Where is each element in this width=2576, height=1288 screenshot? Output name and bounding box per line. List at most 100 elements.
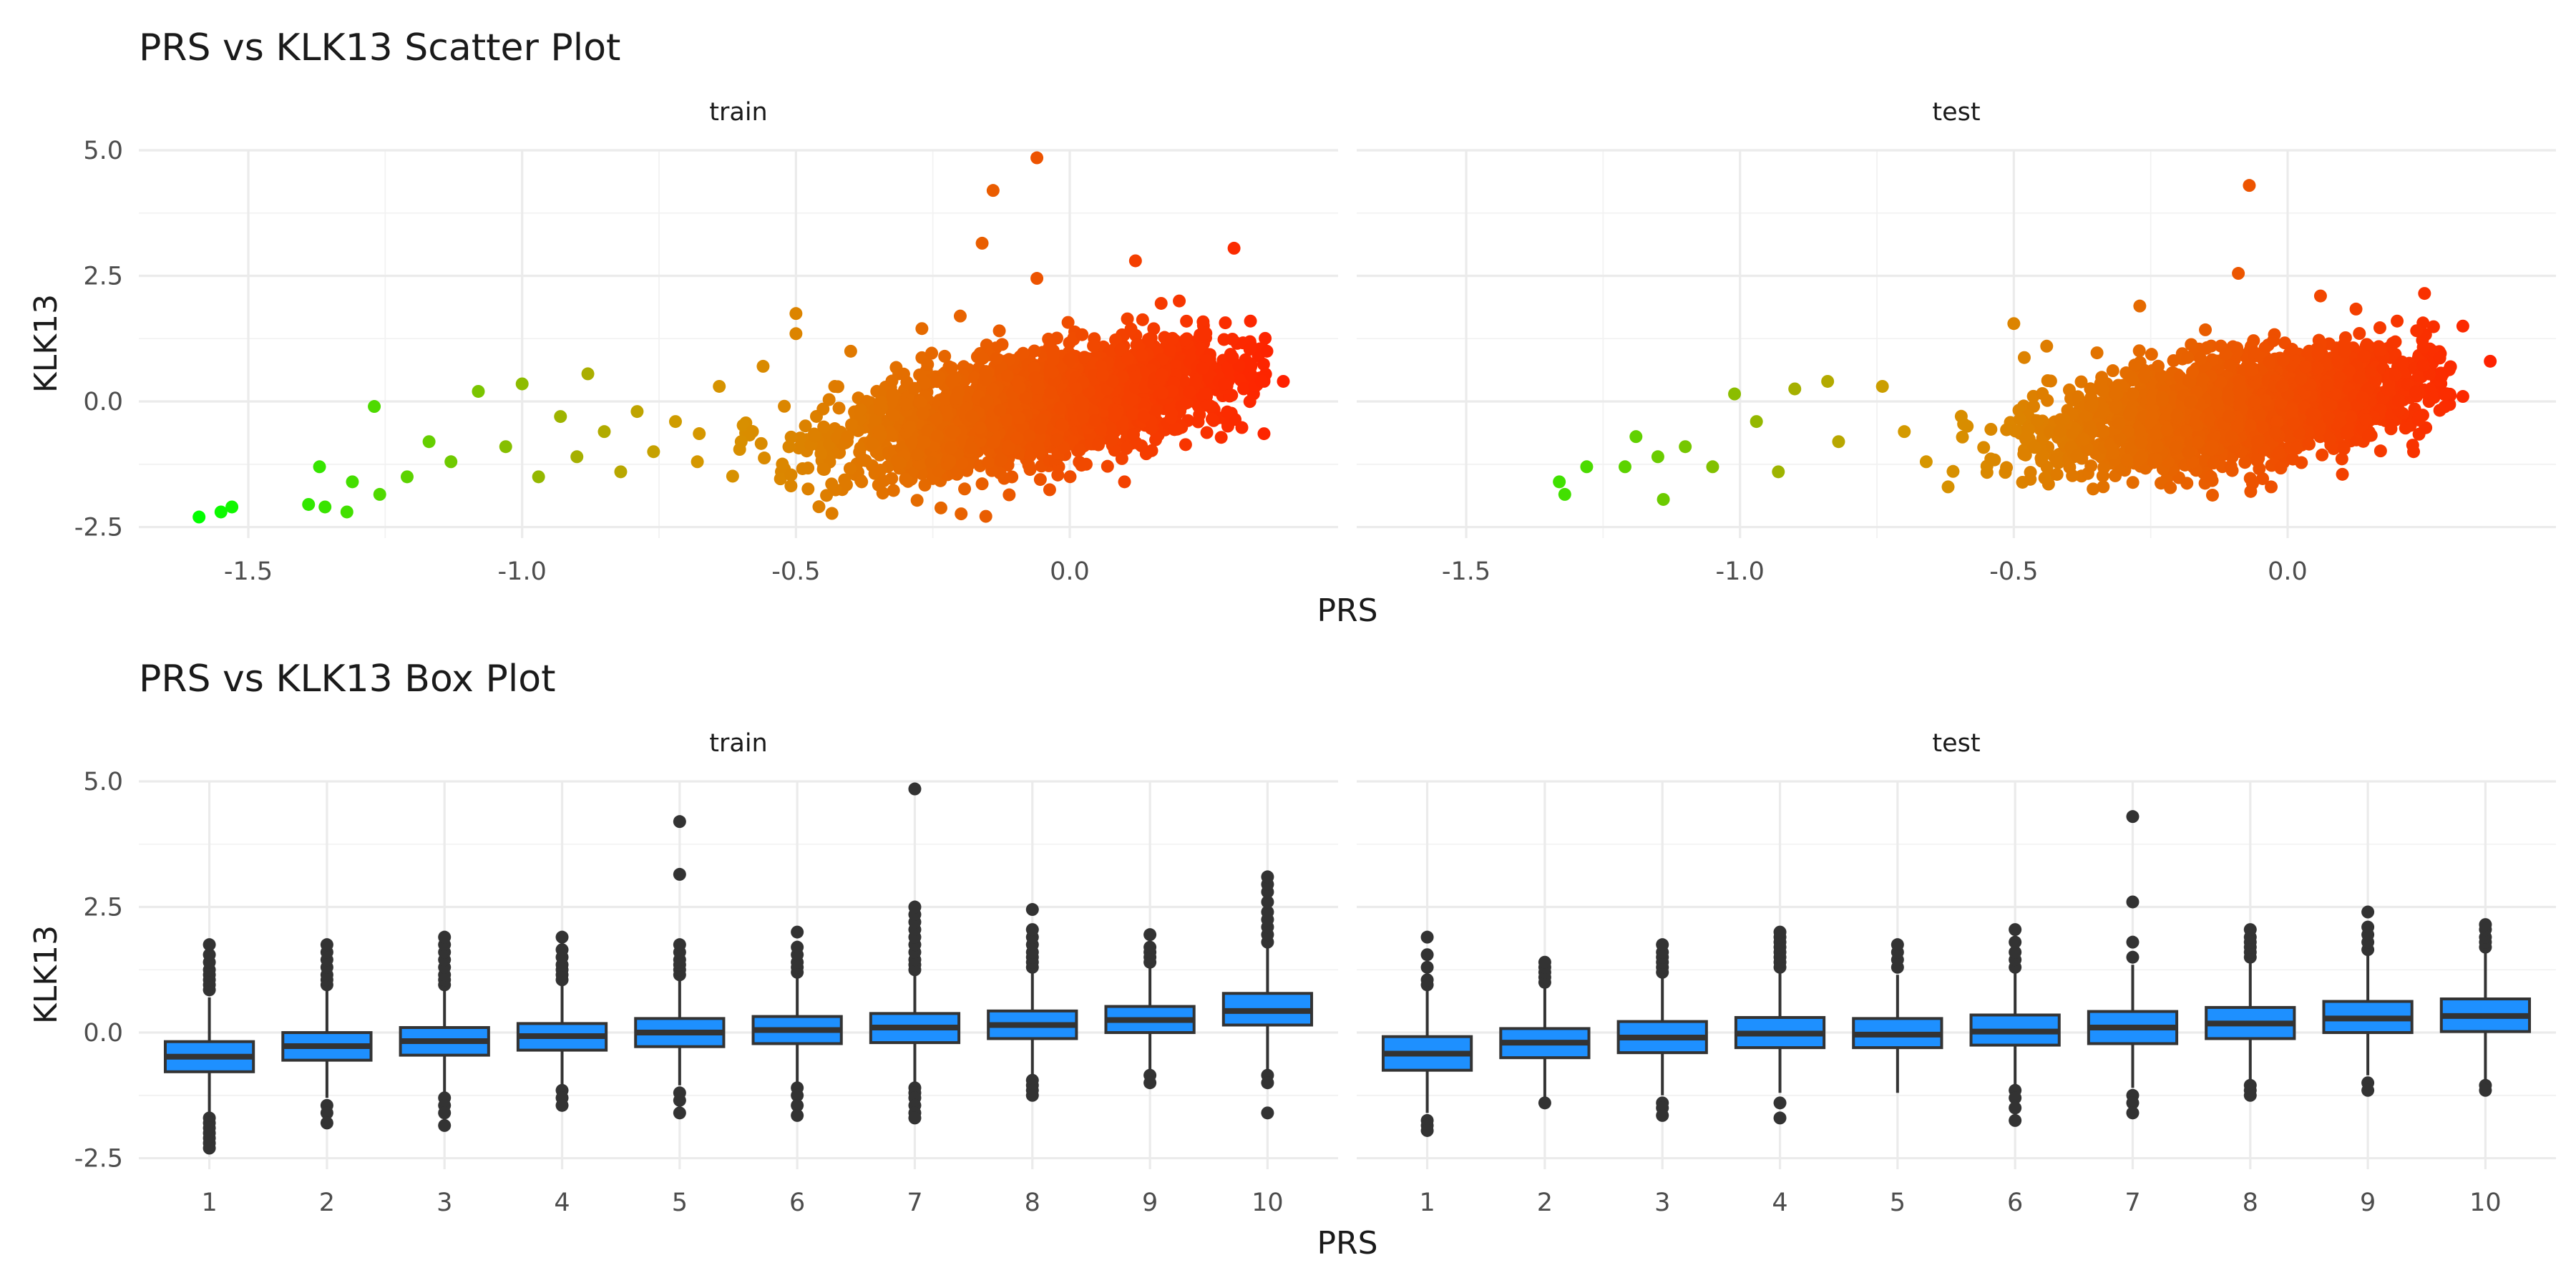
scatter-point — [1977, 441, 1991, 454]
x-tick-label: -0.5 — [771, 557, 820, 586]
scatter-point — [953, 309, 967, 323]
scatter-point — [1079, 457, 1093, 471]
scatter-point — [1008, 397, 1021, 411]
scatter-point — [965, 409, 979, 423]
scatter-point — [1034, 421, 1048, 435]
scatter-point — [1244, 314, 1257, 328]
scatter-strip-train: train — [709, 98, 767, 127]
scatter-point — [1260, 344, 1274, 358]
scatter-point — [1022, 459, 1035, 472]
scatter-point — [1221, 405, 1234, 419]
scatter-point — [1168, 423, 1181, 436]
scatter-point — [1984, 452, 1998, 466]
scatter-point — [2022, 423, 2036, 436]
scatter-point — [2433, 351, 2446, 365]
scatter-point — [1075, 328, 1089, 341]
scatter-section: PRS vs KLK13 Scatter Plot train test PRS… — [28, 26, 2556, 629]
scatter-point — [2126, 387, 2140, 401]
scatter-dense-cloud — [693, 296, 1272, 523]
scatter-point — [2384, 422, 2398, 436]
scatter-point — [1073, 443, 1086, 457]
scatter-point — [472, 384, 485, 398]
scatter-point — [1046, 365, 1060, 379]
scatter-point — [192, 510, 206, 524]
scatter-point — [1244, 360, 1258, 374]
scatter-point — [1219, 316, 1232, 330]
scatter-point — [313, 460, 326, 474]
scatter-point — [1101, 459, 1114, 473]
scatter-point — [1226, 351, 1239, 364]
scatter-point — [981, 456, 995, 469]
scatter-point — [668, 415, 682, 429]
scatter-point — [1109, 333, 1123, 346]
scatter-point — [1070, 381, 1083, 395]
scatter-point — [756, 359, 770, 373]
scatter-point — [855, 475, 869, 489]
scatter-point — [2353, 326, 2366, 340]
scatter-point — [1121, 312, 1134, 326]
scatter-point — [1217, 377, 1231, 391]
scatter-point — [318, 500, 332, 514]
scatter-point — [784, 430, 798, 444]
scatter-strip-test: test — [1932, 98, 1980, 127]
scatter-point — [1254, 374, 1268, 388]
scatter-point — [917, 435, 931, 449]
scatter-point — [1200, 426, 1214, 439]
scatter-point — [1000, 369, 1014, 383]
scatter-point — [1227, 241, 1241, 255]
scatter-point — [1010, 431, 1024, 445]
scatter-point — [597, 425, 611, 439]
scatter-point — [2000, 423, 2014, 436]
scatter-point — [1044, 386, 1058, 399]
scatter-point — [1088, 414, 1102, 427]
scatter-point — [877, 474, 890, 488]
scatter-point — [789, 327, 803, 341]
scatter-point — [214, 505, 228, 519]
scatter-point — [990, 352, 1003, 366]
scatter-point — [1033, 473, 1047, 487]
scatter-point — [554, 410, 567, 424]
scatter-point — [2272, 446, 2285, 459]
scatter-point — [2084, 459, 2098, 473]
scatter-point — [1156, 386, 1169, 400]
scatter-point — [986, 419, 1000, 433]
y-tick-label: 5.0 — [83, 137, 123, 165]
scatter-point — [838, 473, 852, 487]
scatter-point — [1063, 353, 1076, 366]
scatter-point — [1002, 488, 1016, 502]
scatter-point — [1063, 470, 1077, 484]
scatter-point — [2311, 361, 2324, 375]
scatter-point — [2205, 488, 2219, 502]
scatter-point — [918, 478, 932, 492]
scatter-point — [816, 402, 830, 416]
scatter-point — [2223, 359, 2237, 373]
scatter-point — [796, 462, 809, 475]
scatter-point — [874, 464, 887, 477]
scatter-point — [2416, 341, 2430, 354]
scatter-point — [1205, 412, 1219, 426]
scatter-point — [2427, 391, 2441, 404]
scatter-x-axis-label: PRS — [1317, 592, 1377, 629]
scatter-point — [1136, 348, 1149, 362]
scatter-point — [1221, 361, 1234, 374]
scatter-point — [373, 487, 386, 501]
scatter-point — [1127, 428, 1141, 441]
y-tick-label: 0.0 — [83, 388, 123, 416]
scatter-point — [713, 379, 726, 393]
scatter-point — [1078, 351, 1091, 364]
scatter-point — [776, 457, 789, 471]
scatter-point — [1196, 328, 1209, 341]
scatter-point — [2050, 467, 2064, 481]
scatter-point — [2349, 302, 2363, 316]
scatter-point — [1139, 447, 1153, 461]
scatter-point — [1030, 381, 1044, 395]
scatter-point — [1030, 151, 1044, 165]
scatter-point — [822, 393, 836, 406]
scatter-point — [1237, 382, 1251, 396]
scatter-point — [915, 322, 929, 336]
scatter-point — [2224, 459, 2238, 473]
scatter-point — [907, 381, 921, 395]
scatter-point — [792, 441, 806, 455]
scatter-point — [499, 440, 512, 454]
scatter-point — [746, 425, 759, 439]
